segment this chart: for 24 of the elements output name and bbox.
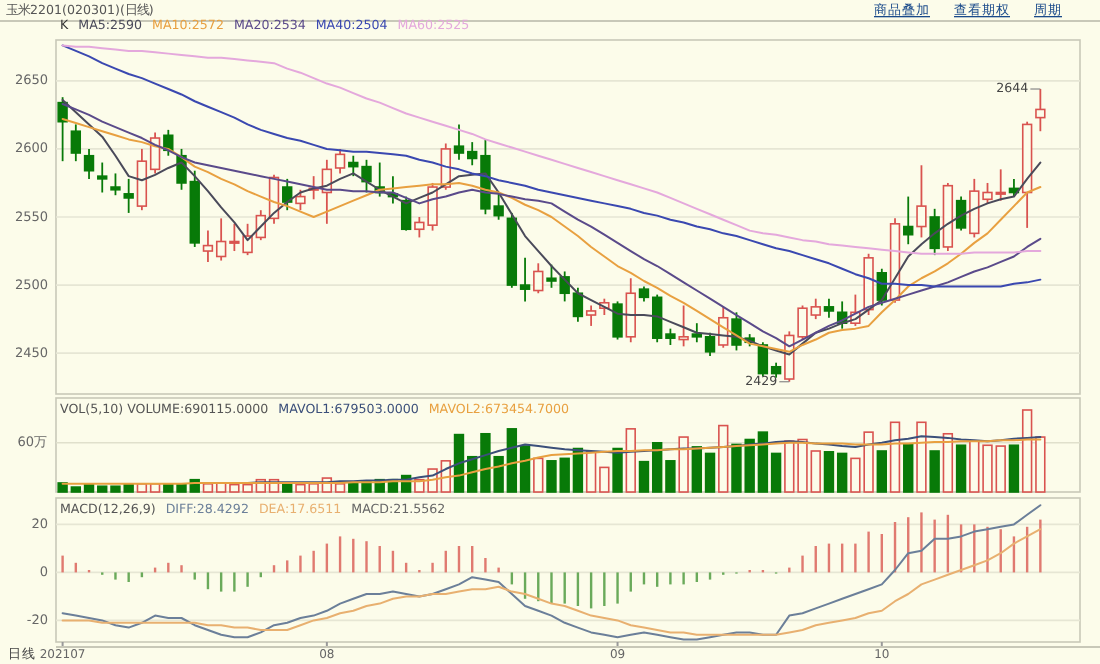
bar — [903, 443, 914, 493]
candlestick — [678, 304, 689, 348]
candlestick — [903, 195, 914, 246]
candlestick — [823, 297, 835, 319]
bar — [625, 428, 636, 493]
bar — [718, 424, 729, 493]
candlestick — [83, 148, 95, 180]
bar — [929, 450, 940, 493]
bar — [889, 421, 901, 493]
bar — [876, 450, 888, 493]
candlestick — [1035, 88, 1046, 133]
bar — [678, 436, 689, 493]
candlestick — [123, 177, 134, 214]
line-series — [61, 504, 1042, 641]
bar — [533, 457, 544, 493]
bar — [916, 421, 927, 493]
bar — [612, 447, 623, 493]
line-series — [61, 528, 1042, 636]
bar — [282, 483, 293, 493]
candlestick — [70, 123, 82, 163]
candlestick — [97, 161, 108, 194]
bar — [942, 432, 954, 493]
bar — [1008, 444, 1020, 493]
bar — [955, 444, 967, 493]
